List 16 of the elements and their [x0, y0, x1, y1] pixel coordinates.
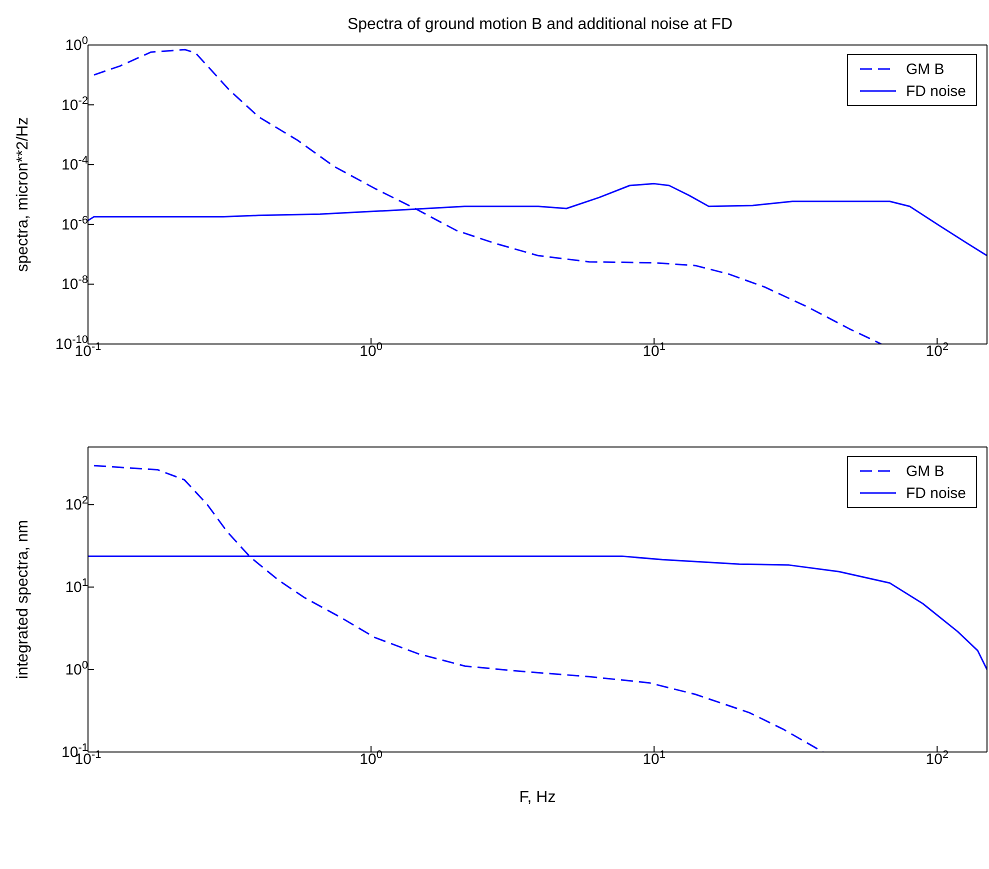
y-tick-label: 10$^{-4}$: [62, 154, 88, 174]
chart-title: Spectra of ground motion B and additional noise at FD: [346, 16, 734, 34]
y-tick-label: 10$^{-8}$: [62, 274, 88, 294]
y-tick-label: 10$^{2}$: [65, 494, 88, 514]
y-axis-title: spectra, micron**2/Hz: [14, 117, 32, 272]
y-tick-label: 10$^{0}$: [65, 660, 88, 679]
legend-label: GM B: [906, 462, 944, 480]
legend-label: FD noise: [906, 484, 966, 502]
y-axis-title: integrated spectra, nm: [14, 520, 32, 680]
y-tick-label: 10$^{-2}$: [62, 94, 88, 114]
y-tick-label: 10$^{0}$: [65, 35, 88, 54]
legend-label: FD noise: [906, 82, 966, 100]
y-tick-label: 10$^{1}$: [65, 577, 88, 596]
legend-label: GM B: [906, 60, 944, 78]
x-axis-title: F, Hz: [519, 789, 556, 806]
y-tick-label: 10$^{-6}$: [62, 214, 88, 234]
